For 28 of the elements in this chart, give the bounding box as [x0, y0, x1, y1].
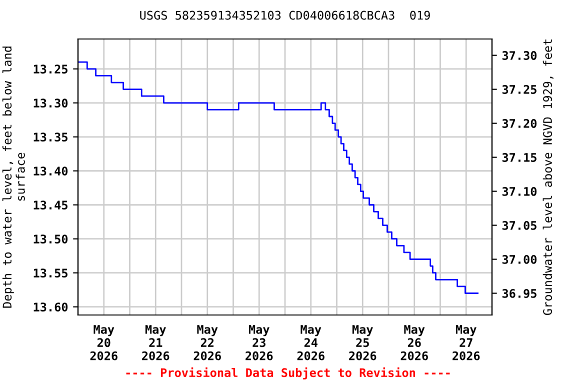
y-axis-title: Depth to water level, feet below land surface — [2, 46, 25, 308]
y2-tick-label: 37.05 — [502, 220, 536, 230]
x-tick-label: May 22 2026 — [194, 325, 221, 360]
x-tick-label: May 20 2026 — [90, 325, 118, 360]
x-tick-label: May 26 2026 — [400, 325, 428, 360]
y2-tick-label: 37.25 — [502, 85, 536, 94]
x-tick-label: May 25 2026 — [349, 325, 376, 360]
y-tick-label: 13.30 — [34, 98, 68, 108]
y-tick-label: 13.40 — [34, 166, 68, 176]
y2-tick-label: 37.10 — [502, 187, 537, 196]
y-tick-label: 13.35 — [34, 132, 68, 142]
y2-tick-label: 37.00 — [502, 254, 537, 264]
y2-tick-label: 37.30 — [502, 51, 537, 60]
x-tick-label: May 27 2026 — [452, 325, 480, 360]
y-tick-label: 13.55 — [34, 268, 68, 278]
y2-axis-title: Groundwater level above NGVD 1929, feet — [542, 40, 554, 316]
x-tick-label: May 23 2026 — [246, 325, 273, 360]
y-tick-label: 13.60 — [34, 302, 68, 312]
x-tick-label: May 21 2026 — [142, 325, 170, 360]
y-tick-label: 13.50 — [34, 234, 68, 244]
y-tick-label: 13.45 — [34, 200, 68, 210]
y2-tick-label: 37.20 — [502, 119, 537, 128]
chart-title: USGS 582359134352103 CD04006618CBCA3 019 — [140, 10, 430, 20]
y-tick-label: 13.25 — [34, 64, 68, 74]
y2-tick-label: 36.95 — [502, 288, 536, 298]
y2-tick-label: 37.15 — [502, 153, 536, 162]
text: ---- Provisional Data Subject to Revision ---- — [126, 367, 450, 380]
x-tick-label: May 24 2026 — [297, 325, 324, 360]
